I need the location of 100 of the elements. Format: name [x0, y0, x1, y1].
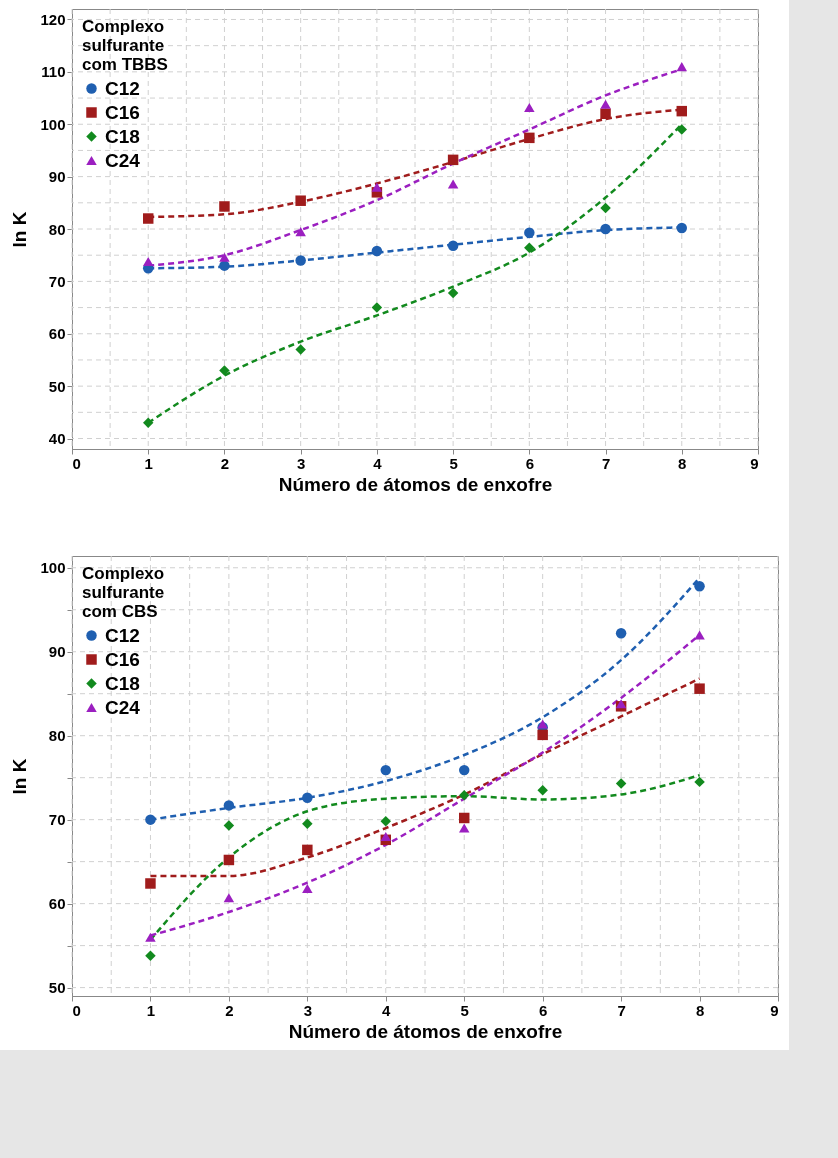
point [142, 256, 154, 267]
point [223, 854, 235, 866]
point [219, 201, 230, 212]
legend-label: C24 [105, 696, 141, 718]
x-tick-label: 1 [144, 454, 153, 472]
y-tick-label: 70 [48, 272, 66, 290]
y-tick-label: 60 [48, 895, 66, 913]
x-tick-label: 7 [617, 1001, 626, 1019]
point [302, 818, 313, 830]
point [447, 154, 459, 166]
y-tick-label: 90 [48, 643, 66, 661]
point [694, 581, 705, 592]
point [142, 213, 154, 224]
x-tick-label: 6 [525, 454, 535, 472]
y-tick-label: 100 [40, 115, 66, 133]
x-tick-label: 6 [538, 1001, 548, 1019]
legend-label: C18 [105, 125, 140, 147]
point [380, 831, 392, 841]
point [694, 683, 705, 694]
point [524, 227, 535, 238]
point [371, 302, 383, 313]
y-axis-title: ln K [9, 758, 31, 795]
legend-label: C16 [105, 648, 140, 670]
y-axis-title: ln K [9, 211, 31, 248]
x-tick-label: 2 [225, 1001, 234, 1019]
point [295, 344, 306, 355]
point [223, 820, 235, 831]
y-tick-label: 110 [41, 63, 66, 81]
x-tick-label: 9 [750, 454, 759, 472]
point [447, 240, 459, 251]
point [600, 223, 611, 235]
x-axis-title: Número de átomos de enxofre [278, 473, 553, 495]
point [223, 800, 235, 811]
point [524, 242, 535, 254]
point [380, 816, 392, 827]
point [371, 182, 383, 192]
legend-label: C18 [105, 672, 140, 694]
point [145, 878, 156, 889]
x-tick-label: 3 [296, 454, 306, 472]
y-tick-label: 70 [48, 811, 66, 829]
y-tick-label: 90 [48, 168, 66, 186]
point [142, 417, 154, 429]
x-tick-label: 7 [601, 454, 611, 472]
x-axis-title: Número de átomos de enxofre [288, 1020, 563, 1042]
point [615, 628, 627, 639]
point [302, 883, 313, 894]
point [676, 222, 688, 234]
y-tick-label: 120 [40, 10, 66, 28]
point [145, 950, 156, 961]
y-tick-label: 40 [48, 430, 66, 448]
point [676, 62, 688, 72]
point [380, 764, 392, 776]
point [600, 108, 611, 120]
legend-label: C24 [105, 149, 141, 171]
legend-label: C12 [105, 624, 140, 646]
point [524, 102, 535, 113]
y-tick-label: 50 [48, 377, 66, 395]
point [295, 195, 306, 206]
point [302, 792, 313, 804]
y-tick-label: 80 [48, 220, 66, 238]
point [458, 764, 470, 776]
x-tick-label: 1 [146, 1001, 156, 1019]
point [302, 844, 313, 856]
point [458, 823, 470, 833]
point [458, 790, 470, 801]
x-tick-label: 3 [303, 1001, 313, 1019]
point [223, 893, 235, 903]
x-tick-label: 4 [382, 1001, 392, 1019]
point [694, 630, 705, 640]
point [600, 99, 611, 109]
legend-title: Complexo sulfurante com CBS [82, 564, 165, 621]
point [295, 255, 306, 266]
point [676, 124, 688, 135]
point [524, 132, 535, 144]
point [537, 785, 548, 796]
point [537, 729, 548, 741]
point [145, 814, 156, 825]
point [615, 778, 627, 789]
point [447, 179, 459, 189]
x-tick-label: 9 [770, 1001, 779, 1019]
point [458, 812, 470, 824]
y-tick-label: 100 [40, 559, 66, 577]
x-tick-label: 0 [72, 1001, 81, 1019]
point [371, 245, 383, 257]
legend-label: C12 [105, 77, 140, 99]
y-tick-label: 50 [48, 979, 66, 997]
x-tick-label: 5 [460, 1001, 469, 1019]
x-tick-label: 5 [449, 454, 458, 472]
point [145, 932, 156, 942]
x-tick-label: 8 [678, 454, 687, 472]
y-tick-label: 80 [48, 727, 66, 745]
x-tick-label: 8 [695, 1001, 705, 1019]
y-tick-label: 60 [48, 325, 66, 343]
x-tick-label: 2 [220, 454, 230, 472]
legend-label: C16 [105, 101, 140, 123]
legend-title: Complexo sulfurante com TBBS [82, 17, 168, 74]
point [676, 105, 688, 117]
point [447, 287, 459, 299]
point [600, 202, 611, 214]
point [295, 227, 306, 237]
